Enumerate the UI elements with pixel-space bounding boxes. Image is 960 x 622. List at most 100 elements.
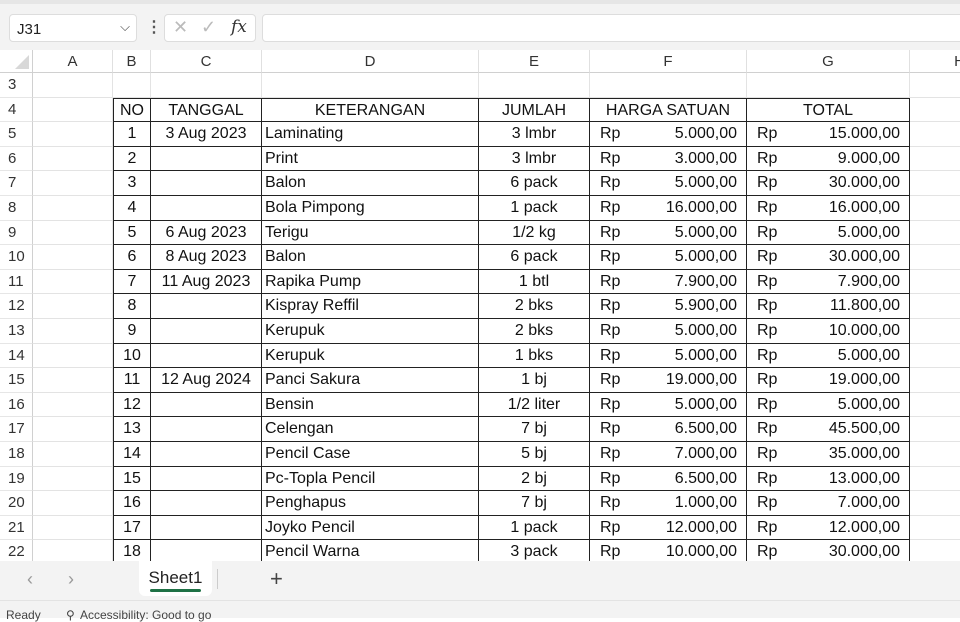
quantity-cell[interactable]: 2 bks [479, 319, 590, 344]
description-cell[interactable]: Laminating [262, 122, 479, 147]
description-cell[interactable]: Rapika Pump [262, 269, 479, 295]
total-cell[interactable]: 30.000,00 Rp [747, 245, 910, 270]
row-header-4[interactable]: 4 [0, 97, 33, 123]
row-header-20[interactable]: 20 [0, 491, 33, 516]
total-cell[interactable]: 11.800,00 Rp [747, 294, 910, 319]
no-cell[interactable]: 6 [113, 245, 151, 270]
unit-price-cell[interactable]: 5.000,00 Rp [590, 171, 747, 196]
table-header[interactable]: KETERANGAN [262, 97, 479, 123]
cell[interactable] [910, 344, 960, 369]
date-cell[interactable] [151, 466, 262, 492]
cell[interactable] [910, 540, 960, 561]
description-cell[interactable]: Celengan [262, 417, 479, 442]
quantity-cell[interactable]: 3 lmbr [479, 146, 590, 172]
quantity-cell[interactable]: 2 bj [479, 466, 590, 492]
cell[interactable] [910, 516, 960, 541]
cell[interactable] [910, 319, 960, 344]
row-header-22[interactable]: 22 [0, 540, 33, 561]
description-cell[interactable]: Balon [262, 245, 479, 270]
formula-input[interactable] [262, 14, 960, 42]
date-cell[interactable] [151, 343, 262, 369]
description-cell[interactable]: Pencil Warna [262, 540, 479, 561]
quantity-cell[interactable]: 7 bj [479, 417, 590, 442]
cell[interactable] [910, 147, 960, 172]
description-cell[interactable]: Kerupuk [262, 343, 479, 369]
total-cell[interactable]: 5.000,00 Rp [747, 343, 910, 369]
total-cell[interactable]: 10.000,00 Rp [747, 319, 910, 344]
cell[interactable] [33, 97, 113, 123]
row-header-8[interactable]: 8 [0, 196, 33, 221]
cell[interactable] [33, 269, 113, 295]
cell[interactable] [33, 245, 113, 270]
quantity-cell[interactable]: 1/2 liter [479, 392, 590, 418]
date-cell[interactable]: 12 Aug 2024 [151, 368, 262, 393]
no-cell[interactable]: 14 [113, 442, 151, 467]
unit-price-cell[interactable]: 6.500,00 Rp [590, 466, 747, 492]
cell[interactable] [590, 73, 747, 98]
cell[interactable] [910, 467, 960, 492]
quantity-cell[interactable]: 2 bks [479, 294, 590, 319]
add-sheet-button[interactable]: + [270, 566, 283, 591]
column-header-f[interactable]: F [590, 50, 747, 73]
no-cell[interactable]: 12 [113, 392, 151, 418]
cell[interactable] [910, 73, 960, 98]
cell[interactable] [33, 220, 113, 246]
cell[interactable] [910, 368, 960, 393]
total-cell[interactable]: 12.000,00 Rp [747, 515, 910, 541]
total-cell[interactable]: 5.000,00 Rp [747, 220, 910, 246]
cell[interactable] [33, 146, 113, 172]
cell[interactable] [33, 294, 113, 319]
row-header-19[interactable]: 19 [0, 466, 33, 492]
description-cell[interactable]: Bola Pimpong [262, 196, 479, 221]
quantity-cell[interactable]: 3 lmbr [479, 122, 590, 147]
total-cell[interactable]: 5.000,00 Rp [747, 392, 910, 418]
cell[interactable] [33, 466, 113, 492]
column-header-c[interactable]: C [151, 50, 262, 73]
cell[interactable] [33, 491, 113, 516]
row-header-7[interactable]: 7 [0, 171, 33, 196]
cell[interactable] [910, 98, 960, 123]
no-cell[interactable]: 5 [113, 220, 151, 246]
total-cell[interactable]: 7.000,00 Rp [747, 491, 910, 516]
date-cell[interactable] [151, 319, 262, 344]
no-cell[interactable]: 4 [113, 196, 151, 221]
no-cell[interactable]: 15 [113, 466, 151, 492]
unit-price-cell[interactable]: 5.000,00 Rp [590, 122, 747, 147]
enter-icon[interactable]: ✓ [201, 17, 217, 37]
column-header-b[interactable]: B [113, 50, 151, 73]
table-header[interactable]: NO [113, 97, 151, 123]
row-header-10[interactable]: 10 [0, 245, 33, 270]
date-cell[interactable]: 8 Aug 2023 [151, 245, 262, 270]
no-cell[interactable]: 1 [113, 122, 151, 147]
description-cell[interactable]: Balon [262, 171, 479, 196]
total-cell[interactable]: 16.000,00 Rp [747, 196, 910, 221]
date-cell[interactable] [151, 540, 262, 561]
description-cell[interactable]: Joyko Pencil [262, 515, 479, 541]
row-header-15[interactable]: 15 [0, 368, 33, 393]
total-cell[interactable]: 7.900,00 Rp [747, 269, 910, 295]
fx-icon[interactable]: fx [231, 17, 247, 37]
description-cell[interactable]: Terigu [262, 220, 479, 246]
row-header-9[interactable]: 9 [0, 220, 33, 246]
cell[interactable] [910, 417, 960, 442]
no-cell[interactable]: 7 [113, 269, 151, 295]
cell[interactable] [910, 294, 960, 319]
unit-price-cell[interactable]: 6.500,00 Rp [590, 417, 747, 442]
quantity-cell[interactable]: 1 pack [479, 515, 590, 541]
cell[interactable] [33, 73, 113, 98]
column-header-e[interactable]: E [479, 50, 590, 73]
table-header[interactable]: TOTAL [747, 97, 910, 123]
quantity-cell[interactable]: 1 pack [479, 196, 590, 221]
no-cell[interactable]: 16 [113, 491, 151, 516]
date-cell[interactable] [151, 171, 262, 196]
row-header-3[interactable]: 3 [0, 73, 33, 98]
total-cell[interactable]: 9.000,00 Rp [747, 146, 910, 172]
unit-price-cell[interactable]: 12.000,00 Rp [590, 515, 747, 541]
prev-sheet-icon[interactable]: ‹ [27, 569, 33, 589]
quantity-cell[interactable]: 6 pack [479, 245, 590, 270]
column-header-a[interactable]: A [33, 50, 113, 73]
cell[interactable] [33, 171, 113, 196]
column-header-d[interactable]: D [262, 50, 479, 73]
row-header-11[interactable]: 11 [0, 269, 33, 295]
cell[interactable] [910, 245, 960, 270]
